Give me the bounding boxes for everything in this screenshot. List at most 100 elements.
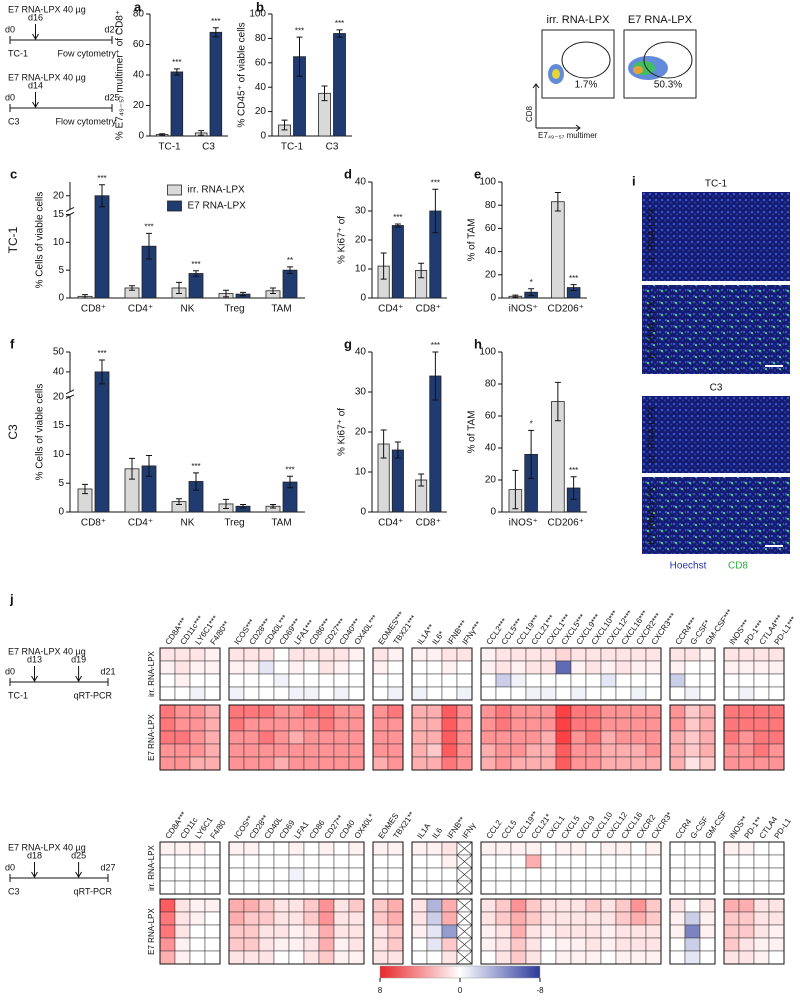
y-tick-label: 20 [485, 269, 497, 280]
heatmap-cell [372, 686, 389, 701]
heatmap-cell [585, 937, 602, 952]
y-tick-label: 10 [355, 467, 367, 478]
heatmap-cell [288, 950, 305, 965]
heatmap-cell [555, 717, 572, 732]
heatmap-block [480, 647, 662, 701]
bar [209, 31, 223, 137]
heatmap-cell [159, 730, 176, 745]
significance: ** [287, 256, 293, 265]
x-tick-label: CD8⁺ [81, 304, 106, 315]
heatmap-cell [372, 898, 389, 913]
heatmap-cell [204, 898, 221, 913]
heatmap-cell [318, 756, 335, 771]
heatmap-cell [258, 730, 275, 745]
heatmap-cell [273, 867, 290, 882]
heatmap-cell [318, 911, 335, 926]
heatmap-cell [288, 867, 305, 882]
stain-label: CD8 [728, 561, 748, 572]
heatmap-cell [768, 717, 785, 732]
heatmap-cell [540, 880, 557, 895]
heatmap-cell [411, 756, 428, 771]
heatmap-block [159, 704, 221, 771]
heatmap-cell [495, 950, 512, 965]
heatmap-cell [288, 911, 305, 926]
heatmap-cell [768, 673, 785, 688]
micrograph [642, 285, 790, 374]
heatmap-cell [510, 756, 527, 771]
heatmap-cell [228, 647, 245, 662]
row-label: C3 [6, 424, 20, 440]
heatmap-block [669, 898, 716, 965]
heatmap-cell [525, 756, 542, 771]
heatmap-cell [525, 717, 542, 732]
bar [391, 449, 404, 513]
heatmap-cell [723, 924, 740, 939]
heatmap-cell [699, 841, 716, 856]
bar [551, 201, 565, 299]
heatmap-cell [243, 743, 260, 758]
heatmap-cell [630, 717, 647, 732]
heatmap-cell [723, 880, 740, 895]
heatmap-cell [174, 717, 191, 732]
y-tick-label: 0 [360, 293, 366, 304]
heatmap-cell [684, 686, 701, 701]
heatmap-cell [204, 867, 221, 882]
heatmap-cell [456, 704, 473, 719]
heatmap-cell [387, 730, 404, 745]
heatmap-cell [480, 704, 497, 719]
heatmap-cell [228, 743, 245, 758]
heatmap-cell [318, 660, 335, 675]
heatmap-cell [555, 704, 572, 719]
heatmap-cell [753, 686, 770, 701]
heatmap-cell [480, 867, 497, 882]
x-tick-label: NK [181, 518, 195, 529]
heatmap-cell [426, 841, 443, 856]
error-bar [173, 68, 180, 76]
missing-cell [456, 854, 473, 869]
heatmap-cell [243, 880, 260, 895]
heatmap-cell [333, 950, 350, 965]
heatmap-cell [174, 880, 191, 895]
heatmap-cell [768, 756, 785, 771]
x-tick-label: C3 [326, 142, 339, 153]
heatmap-cell [243, 841, 260, 856]
heatmap-cell [753, 924, 770, 939]
heatmap-cell [348, 898, 365, 913]
heatmap-cell [372, 867, 389, 882]
missing-cell [456, 937, 473, 952]
heatmap-cell [570, 673, 587, 688]
heatmap-cell [585, 673, 602, 688]
micrograph [642, 396, 790, 473]
heatmap-block [372, 841, 404, 895]
y-tick-label: 5 [58, 265, 64, 276]
heatmap-cell [318, 686, 335, 701]
heatmap-cell [615, 686, 632, 701]
heatmap-cell [303, 686, 320, 701]
heatmap-cell [288, 937, 305, 952]
heatmap-cell [585, 756, 602, 771]
timeline-readout: qRT-PCR [74, 690, 113, 700]
y-tick-label: 80 [485, 200, 497, 211]
heatmap-cell [387, 880, 404, 895]
heatmap-cell [204, 950, 221, 965]
heatmap-cell [630, 647, 647, 662]
heatmap-cell [372, 743, 389, 758]
heatmap-cell [645, 730, 662, 745]
heatmap-cell [570, 867, 587, 882]
heatmap-cell [333, 880, 350, 895]
axis-break [65, 389, 75, 395]
error-bar [336, 29, 343, 38]
heatmap-cell [669, 841, 686, 856]
heatmap-cell [387, 854, 404, 869]
heatmap-cell [600, 911, 617, 926]
heatmap-cell [333, 937, 350, 952]
timeline-day: d27 [104, 24, 119, 34]
heatmap-cell [333, 686, 350, 701]
heatmap-cell [243, 730, 260, 745]
heatmap-cell [570, 898, 587, 913]
heatmap-cell [480, 950, 497, 965]
heatmap-cell [228, 756, 245, 771]
heatmap-cell [525, 898, 542, 913]
heatmap-cell [456, 743, 473, 758]
timeline-title: E7 RNA-LPX 40 µg [8, 646, 86, 656]
